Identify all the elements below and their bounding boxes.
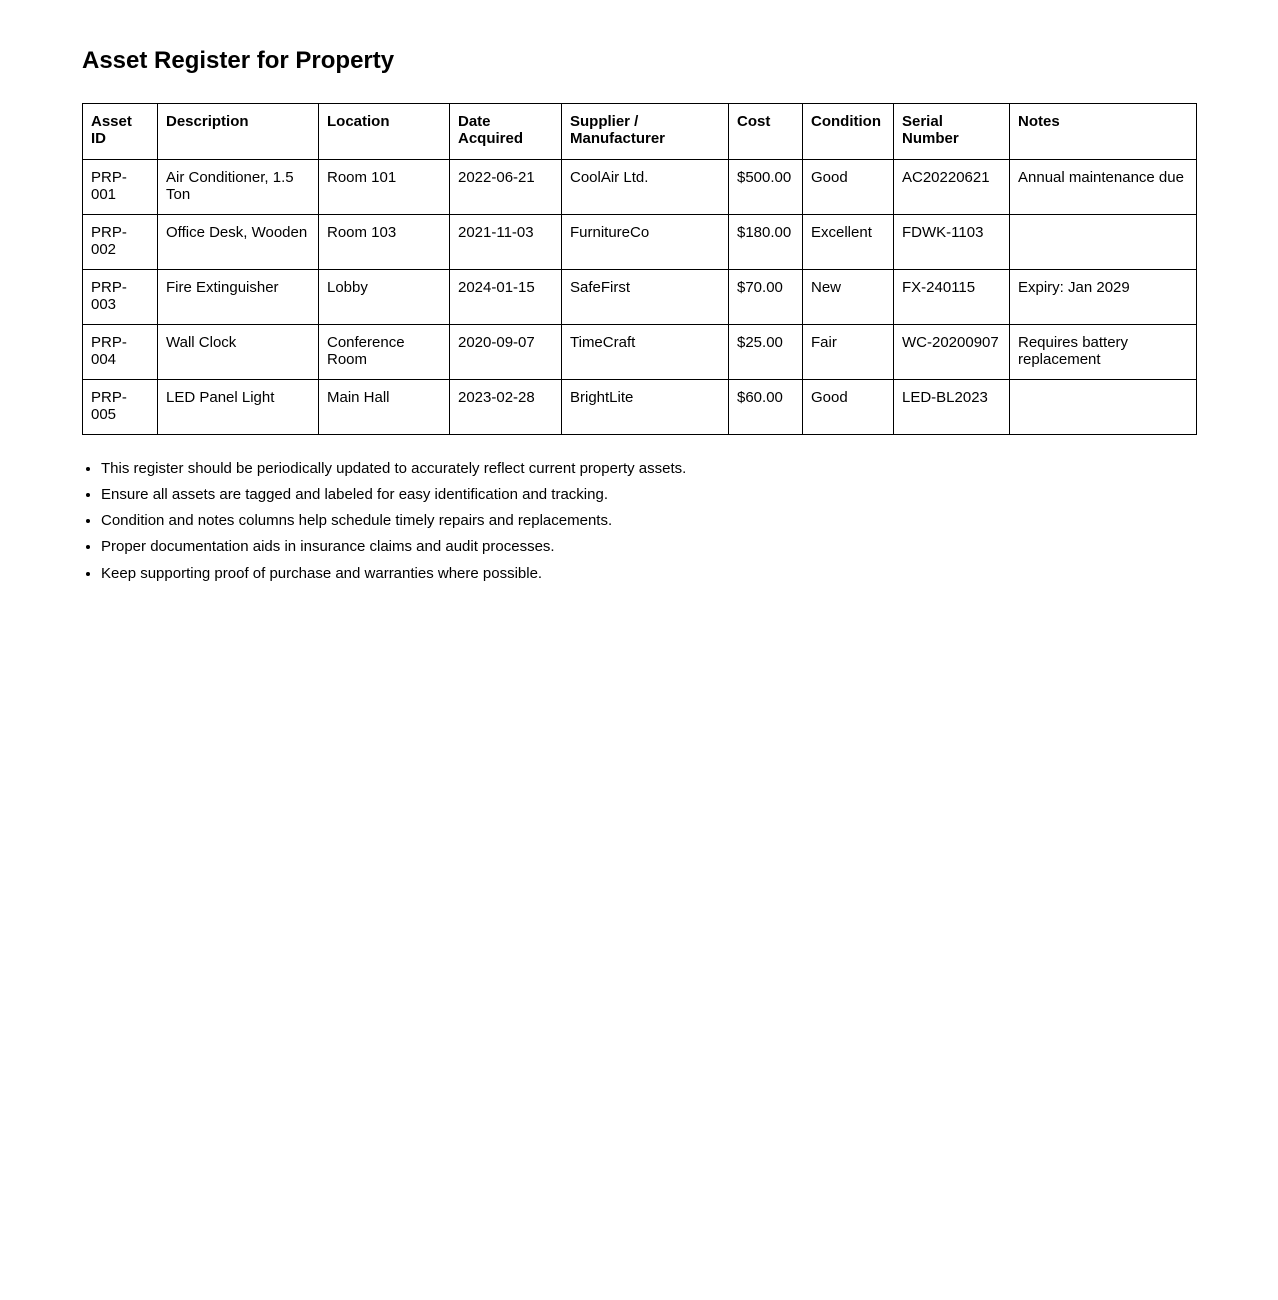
- note-item: Condition and notes columns help schedul…: [101, 512, 1196, 529]
- column-header-serial-number: Serial Number: [893, 102, 1010, 160]
- cell-condition: New: [802, 268, 894, 325]
- page-title: Asset Register for Property: [82, 47, 395, 74]
- cell-cost: $180.00: [728, 213, 803, 270]
- cell-supplier-manufacturer: TimeCraft: [561, 323, 729, 380]
- cell-cost: $25.00: [728, 323, 803, 380]
- asset-register-table: Asset ID Description Location Date Acqui…: [82, 102, 1197, 435]
- cell-notes: [1009, 213, 1197, 270]
- cell-date-acquired: 2021-11-03: [449, 213, 562, 270]
- cell-asset-id: PRP-002: [82, 213, 158, 270]
- cell-location: Conference Room: [318, 323, 450, 380]
- cell-description: Fire Extinguisher: [157, 268, 319, 325]
- cell-condition: Good: [802, 378, 894, 435]
- cell-serial-number: FX-240115: [893, 268, 1010, 325]
- cell-condition: Fair: [802, 323, 894, 380]
- column-header-date-acquired: Date Acquired: [449, 102, 562, 160]
- cell-serial-number: LED-BL2023: [893, 378, 1010, 435]
- cell-cost: $60.00: [728, 378, 803, 435]
- cell-date-acquired: 2023-02-28: [449, 378, 562, 435]
- cell-serial-number: WC-20200907: [893, 323, 1010, 380]
- column-header-asset-id: Asset ID: [82, 102, 158, 160]
- cell-description: Air Conditioner, 1.5 Ton: [157, 158, 319, 215]
- table-row: PRP-001 Air Conditioner, 1.5 Ton Room 10…: [82, 158, 1197, 215]
- cell-date-acquired: 2022-06-21: [449, 158, 562, 215]
- cell-location: Lobby: [318, 268, 450, 325]
- cell-asset-id: PRP-004: [82, 323, 158, 380]
- cell-notes: Requires battery replacement: [1009, 323, 1197, 380]
- cell-supplier-manufacturer: CoolAir Ltd.: [561, 158, 729, 215]
- cell-notes: Expiry: Jan 2029: [1009, 268, 1197, 325]
- cell-serial-number: AC20220621: [893, 158, 1010, 215]
- cell-supplier-manufacturer: SafeFirst: [561, 268, 729, 325]
- cell-date-acquired: 2024-01-15: [449, 268, 562, 325]
- cell-cost: $70.00: [728, 268, 803, 325]
- cell-location: Room 103: [318, 213, 450, 270]
- cell-supplier-manufacturer: FurnitureCo: [561, 213, 729, 270]
- cell-cost: $500.00: [728, 158, 803, 215]
- table-row: PRP-003 Fire Extinguisher Lobby 2024-01-…: [82, 268, 1197, 325]
- cell-supplier-manufacturer: BrightLite: [561, 378, 729, 435]
- column-header-condition: Condition: [802, 102, 894, 160]
- document-page: Asset Register for Property Asset ID Des…: [0, 0, 1278, 582]
- column-header-notes: Notes: [1009, 102, 1197, 160]
- cell-asset-id: PRP-003: [82, 268, 158, 325]
- note-item: Proper documentation aids in insurance c…: [101, 538, 1196, 555]
- table-row: PRP-002 Office Desk, Wooden Room 103 202…: [82, 213, 1197, 270]
- column-header-cost: Cost: [728, 102, 803, 160]
- cell-serial-number: FDWK-1103: [893, 213, 1010, 270]
- cell-notes: Annual maintenance due: [1009, 158, 1197, 215]
- column-header-description: Description: [157, 102, 319, 160]
- cell-condition: Excellent: [802, 213, 894, 270]
- table-header-row: Asset ID Description Location Date Acqui…: [82, 102, 1197, 160]
- note-item: Ensure all assets are tagged and labeled…: [101, 486, 1196, 503]
- cell-description: LED Panel Light: [157, 378, 319, 435]
- cell-location: Main Hall: [318, 378, 450, 435]
- column-header-location: Location: [318, 102, 450, 160]
- cell-condition: Good: [802, 158, 894, 215]
- cell-asset-id: PRP-001: [82, 158, 158, 215]
- table-row: PRP-004 Wall Clock Conference Room 2020-…: [82, 323, 1197, 380]
- cell-notes: [1009, 378, 1197, 435]
- cell-location: Room 101: [318, 158, 450, 215]
- cell-description: Office Desk, Wooden: [157, 213, 319, 270]
- cell-description: Wall Clock: [157, 323, 319, 380]
- table-row: PRP-005 LED Panel Light Main Hall 2023-0…: [82, 378, 1197, 435]
- column-header-supplier-manufacturer: Supplier / Manufacturer: [561, 102, 729, 160]
- note-item: Keep supporting proof of purchase and wa…: [101, 565, 1196, 582]
- cell-asset-id: PRP-005: [82, 378, 158, 435]
- note-item: This register should be periodically upd…: [101, 460, 1196, 477]
- cell-date-acquired: 2020-09-07: [449, 323, 562, 380]
- notes-list: This register should be periodically upd…: [82, 460, 1196, 582]
